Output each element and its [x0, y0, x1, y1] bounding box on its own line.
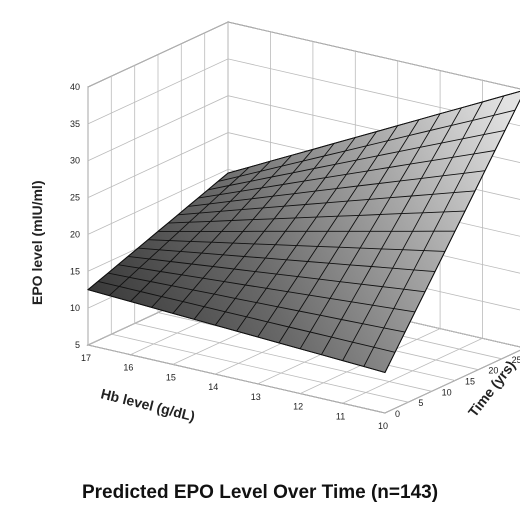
hb-axis-ticks: 17 16 15 14 13 12 11 10 [81, 353, 388, 431]
hb-tick-label: 13 [251, 392, 261, 402]
time-gridline [110, 76, 409, 403]
hb-tick-label: 11 [336, 411, 345, 421]
surface-mesh-line [87, 289, 386, 373]
surface-plot: 5 10 15 20 25 30 35 40 17 16 15 14 13 12 11 10 0 5 10 15 2… [29, 21, 520, 431]
z-axis-ticks: 5 10 15 20 25 30 35 40 [70, 82, 80, 350]
surface-mesh-line [137, 247, 436, 273]
surface-mesh-line [107, 272, 406, 333]
surface-mesh-line [197, 150, 496, 199]
z-tick-label: 5 [75, 340, 80, 350]
z-tick-label: 40 [70, 82, 80, 92]
z-tick-label: 20 [70, 229, 80, 239]
time-tick-label: 10 [442, 387, 452, 397]
hb-tick-label: 16 [123, 363, 133, 373]
time-gridline [87, 87, 386, 414]
time-axis-ticks: 051015202530 [395, 355, 520, 419]
surface-mesh-line [127, 255, 426, 293]
chart-title: Predicted EPO Level Over Time (n=143) [81, 482, 439, 503]
time-gridline [134, 65, 432, 392]
time-tick-label: 5 [418, 398, 423, 408]
hb-tick-label: 12 [293, 402, 303, 412]
surface-mesh-line [177, 190, 476, 216]
hb-tick-label: 17 [81, 353, 91, 363]
surface-mesh-line [187, 170, 486, 207]
surface-mesh-line [97, 280, 396, 353]
surface-mesh-line [207, 129, 506, 191]
surface-mesh-line [167, 210, 466, 224]
z-tick-label: 25 [70, 193, 80, 203]
surface-mesh-line [147, 239, 446, 252]
hb-axis-title: Hb level (g/dL) [99, 385, 196, 424]
time-tick-label: 0 [395, 409, 400, 419]
z-tick-label: 30 [70, 156, 80, 166]
epo-surface [86, 90, 520, 374]
surface-mesh-line [217, 109, 516, 182]
time-tick-label: 15 [465, 377, 475, 387]
surface-mesh-line [117, 264, 416, 313]
surface-mesh-line [227, 90, 520, 174]
z-axis-title: EPO level (mIU/ml) [29, 181, 45, 305]
z-tick-label: 35 [70, 119, 80, 129]
hb-tick-label: 10 [378, 421, 388, 431]
z-tick-label: 15 [70, 266, 80, 276]
time-tick-label: 25 [512, 355, 520, 365]
hb-tick-label: 14 [208, 382, 218, 392]
z-tick-label: 10 [70, 303, 80, 313]
time-tick-label: 20 [488, 366, 498, 376]
hb-tick-label: 15 [166, 372, 176, 382]
